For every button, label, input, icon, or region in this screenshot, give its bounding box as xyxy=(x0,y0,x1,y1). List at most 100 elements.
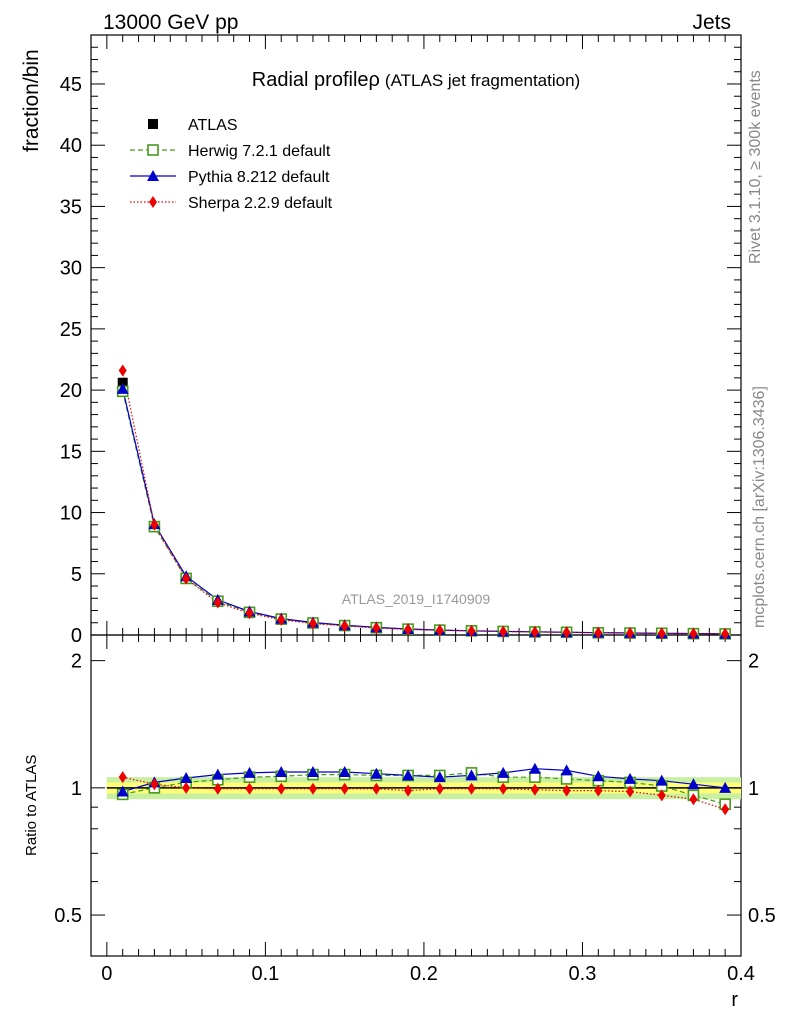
y-tick-label: 20 xyxy=(60,380,82,402)
ratio-point-sherpa xyxy=(308,782,317,795)
y-axis-label: fraction/bin xyxy=(20,49,43,152)
ratio-point-pythia xyxy=(116,785,129,797)
ratio-point-pythia xyxy=(433,771,446,783)
legend-entry-sherpa: Sherpa 2.2.9 default xyxy=(130,195,333,212)
y-tick-label: 5 xyxy=(71,564,82,586)
ratio-point-pythia xyxy=(528,762,541,774)
chart-title-suffix: (ATLAS jet fragmentation) xyxy=(385,71,580,90)
y-tick-label: 45 xyxy=(60,74,82,96)
legend-marker-herwig xyxy=(147,144,159,156)
ratio-point-sherpa xyxy=(499,782,508,795)
y-tick-label: 10 xyxy=(60,503,82,525)
legend-entry-pythia: Pythia 8.212 default xyxy=(130,169,330,186)
main-point-sherpa xyxy=(689,627,698,640)
y-tick-label: 35 xyxy=(60,196,82,218)
main-point-sherpa xyxy=(404,623,413,636)
legend-label-herwig: Herwig 7.2.1 default xyxy=(188,143,331,160)
x-tick-label: 0.3 xyxy=(569,963,597,985)
x-tick-label: 0 xyxy=(101,963,112,985)
legend-label-pythia: Pythia 8.212 default xyxy=(188,169,330,186)
ratio-point-pythia xyxy=(592,770,605,782)
ratio-point-sherpa xyxy=(721,803,730,816)
legend-marker-atlas xyxy=(148,119,158,129)
ratio-y-tick-label-right: 2 xyxy=(748,651,759,673)
series-markers xyxy=(116,364,732,816)
main-point-sherpa xyxy=(340,619,349,632)
analysis-id: ATLAS_2019_I1740909 xyxy=(342,591,491,607)
main-point-sherpa xyxy=(626,627,635,640)
ratio-point-pythia xyxy=(719,781,732,793)
ratio-point-pythia xyxy=(497,766,510,778)
main-point-sherpa xyxy=(118,364,127,377)
chart-title-main: Radial profile xyxy=(252,69,369,91)
legend-marker-pythia xyxy=(147,170,159,181)
mcplots-label: mcplots.cern.ch [arXiv:1306.3436] xyxy=(751,386,768,628)
ratio-point-pythia xyxy=(275,766,288,778)
energy-label: 13000 GeV pp xyxy=(103,11,238,34)
rivet-label: Rivet 3.1.10, ≥ 300k events xyxy=(747,70,764,264)
main-point-sherpa xyxy=(182,572,191,585)
y-tick-label: 40 xyxy=(60,135,82,157)
main-point-sherpa xyxy=(562,626,571,639)
ratio-point-sherpa xyxy=(182,781,191,794)
main-point-sherpa xyxy=(721,627,730,640)
ratio-point-sherpa xyxy=(150,778,159,791)
y-tick-label: 30 xyxy=(60,258,82,280)
y-tick-label: 25 xyxy=(60,319,82,341)
ratio-point-sherpa xyxy=(467,782,476,795)
y-tick-label: 0 xyxy=(71,625,82,647)
ratio-point-pythia xyxy=(243,766,256,778)
ratio-point-herwig xyxy=(560,773,573,785)
legend-entry-herwig: Herwig 7.2.1 default xyxy=(130,143,331,160)
ratio-point-sherpa xyxy=(689,793,698,806)
main-point-sherpa xyxy=(213,596,222,609)
main-point-sherpa xyxy=(530,626,539,639)
x-tick-label: 0.1 xyxy=(251,963,279,985)
process-label: Jets xyxy=(692,11,731,34)
ratio-point-pythia xyxy=(687,778,700,790)
ratio-y-tick-label: 0.5 xyxy=(54,905,82,927)
legend-label-atlas: ATLAS xyxy=(188,117,238,134)
ratio-line-sherpa xyxy=(122,776,726,810)
main-point-sherpa xyxy=(657,627,666,640)
main-point-sherpa xyxy=(435,624,444,637)
main-point-sherpa xyxy=(594,626,603,639)
ratio-point-sherpa xyxy=(657,789,666,802)
ratio-y-axis-label: Ratio to ATLAS xyxy=(23,755,40,856)
legend: ATLAS Herwig 7.2.1 default Pythia 8.212 … xyxy=(130,117,333,212)
legend-marker-sherpa xyxy=(149,196,157,208)
ratio-point-sherpa xyxy=(594,784,603,797)
legend-entry-atlas: ATLAS xyxy=(148,117,238,134)
ratio-point-sherpa xyxy=(277,782,286,795)
main-point-pythia xyxy=(116,382,129,394)
ratio-y-tick-label: 1 xyxy=(71,778,82,800)
main-point-sherpa xyxy=(372,622,381,635)
main-point-sherpa xyxy=(245,607,254,620)
ratio-point-pythia xyxy=(402,769,415,781)
ratio-y-tick-label: 2 xyxy=(71,651,82,673)
ratio-point-sherpa xyxy=(245,782,254,795)
ratio-point-pythia xyxy=(180,772,193,784)
ratio-point-sherpa xyxy=(626,785,635,798)
ratio-point-sherpa xyxy=(562,784,571,797)
ratio-point-pythia xyxy=(370,767,383,779)
ratio-point-sherpa xyxy=(340,782,349,795)
x-axis-label: r xyxy=(731,989,738,1011)
ratio-point-pythia xyxy=(624,772,637,784)
ratio-point-sherpa xyxy=(435,782,444,795)
ratio-point-pythia xyxy=(465,769,478,781)
main-point-sherpa xyxy=(150,518,159,531)
chart-title: Radial profileρ (ATLAS jet fragmentation) xyxy=(252,69,580,91)
main-point-sherpa xyxy=(467,624,476,637)
y-tick-label: 15 xyxy=(60,441,82,463)
ratio-y-tick-label-right: 0.5 xyxy=(748,905,776,927)
main-point-sherpa xyxy=(308,617,317,630)
ratio-point-sherpa xyxy=(404,784,413,797)
series-lines xyxy=(122,370,726,810)
ratio-point-sherpa xyxy=(530,783,539,796)
ratio-point-sherpa xyxy=(213,782,222,795)
ratio-point-pythia xyxy=(655,774,668,786)
legend-label-sherpa: Sherpa 2.2.9 default xyxy=(188,195,333,212)
